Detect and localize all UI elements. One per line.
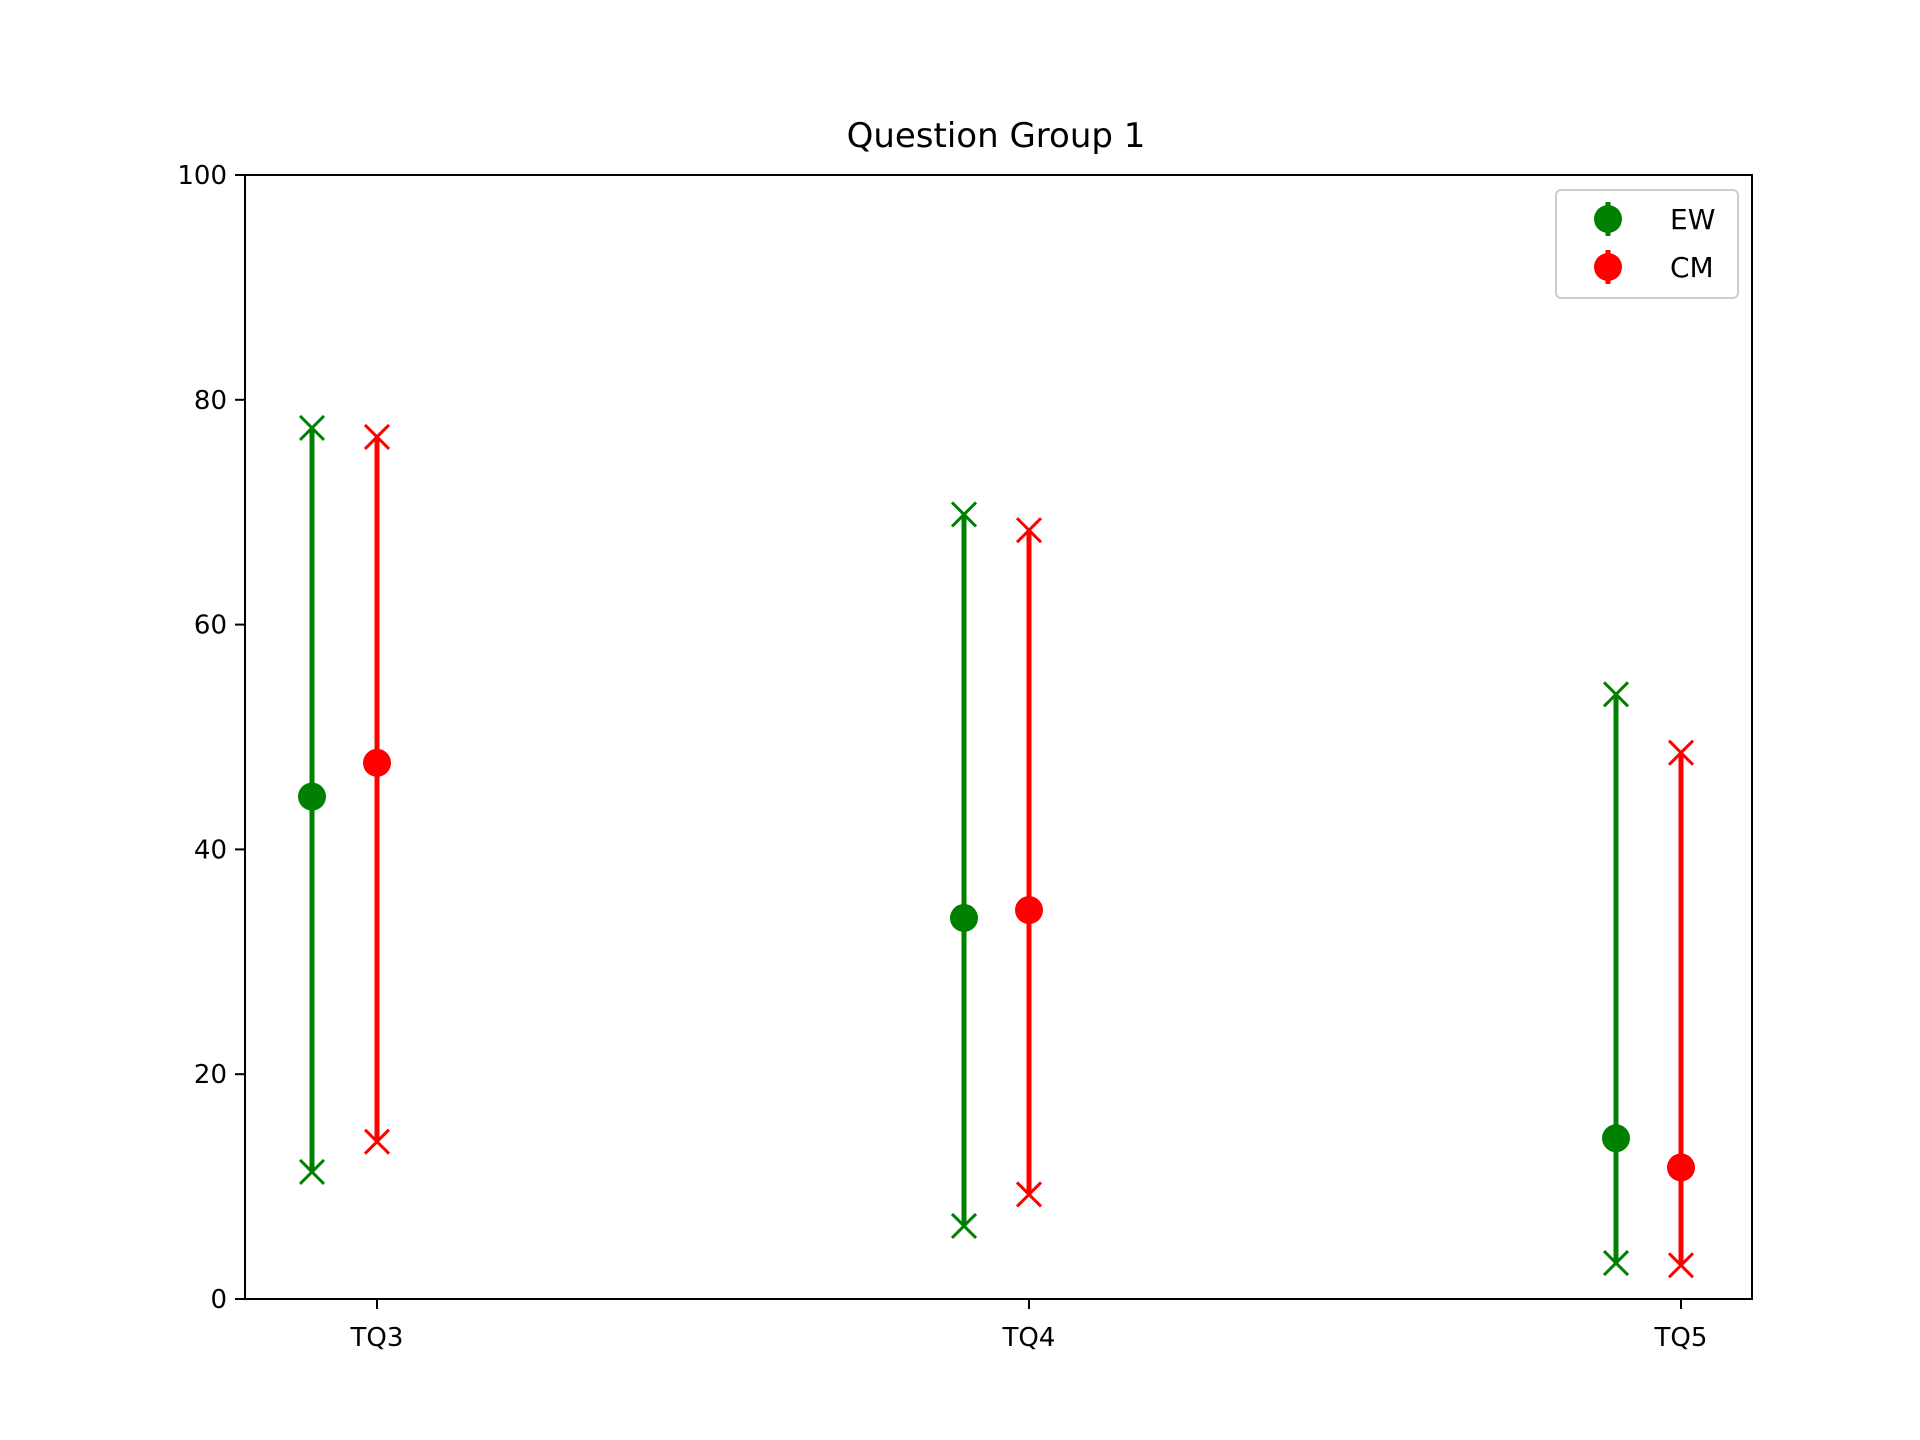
mean-point (950, 903, 978, 932)
y-tick-label: 40 (194, 835, 227, 865)
lower-cap-marker (1015, 1181, 1043, 1208)
lower-cap-marker (950, 1212, 978, 1240)
upper-cap-marker (1602, 681, 1630, 708)
mean-point (1602, 1124, 1630, 1153)
upper-cap-marker (1015, 517, 1043, 544)
y-tick-label: 80 (194, 386, 227, 416)
lower-cap-marker (363, 1128, 391, 1155)
legend-marker (1594, 205, 1622, 233)
upper-cap-marker (363, 423, 391, 450)
upper-cap-marker (298, 414, 326, 441)
plot-frame (244, 174, 1753, 1300)
upper-cap-marker (950, 501, 978, 528)
y-tick-label: 60 (194, 611, 227, 641)
mean-point (298, 782, 326, 811)
x-tick-label: TQ5 (1654, 1323, 1708, 1353)
chart-title: Question Group 1 (847, 116, 1146, 156)
x-tick-label: TQ4 (1002, 1323, 1056, 1353)
x-axis: TQ3 TQ4 TQ5 (350, 1299, 1708, 1353)
series-cm (363, 423, 1695, 1279)
legend-label: EW (1670, 203, 1715, 236)
legend-label: CM (1670, 251, 1714, 284)
x-tick-label: TQ3 (350, 1323, 404, 1353)
lower-cap-marker (1602, 1249, 1630, 1277)
upper-cap-marker (1667, 739, 1695, 766)
lower-cap-marker (298, 1158, 326, 1186)
series-ew (298, 414, 1630, 1277)
series-layer (298, 414, 1695, 1279)
legend: EW CM (1555, 189, 1739, 299)
y-axis: 0 20 40 60 80 100 (177, 161, 245, 1315)
y-tick-label: 20 (194, 1060, 227, 1090)
y-tick-label: 0 (210, 1285, 227, 1315)
y-tick-label: 100 (177, 161, 227, 191)
legend-marker (1594, 253, 1622, 281)
mean-point (1667, 1153, 1695, 1182)
mean-point (363, 748, 391, 777)
lower-cap-marker (1667, 1252, 1695, 1279)
mean-point (1015, 896, 1043, 925)
